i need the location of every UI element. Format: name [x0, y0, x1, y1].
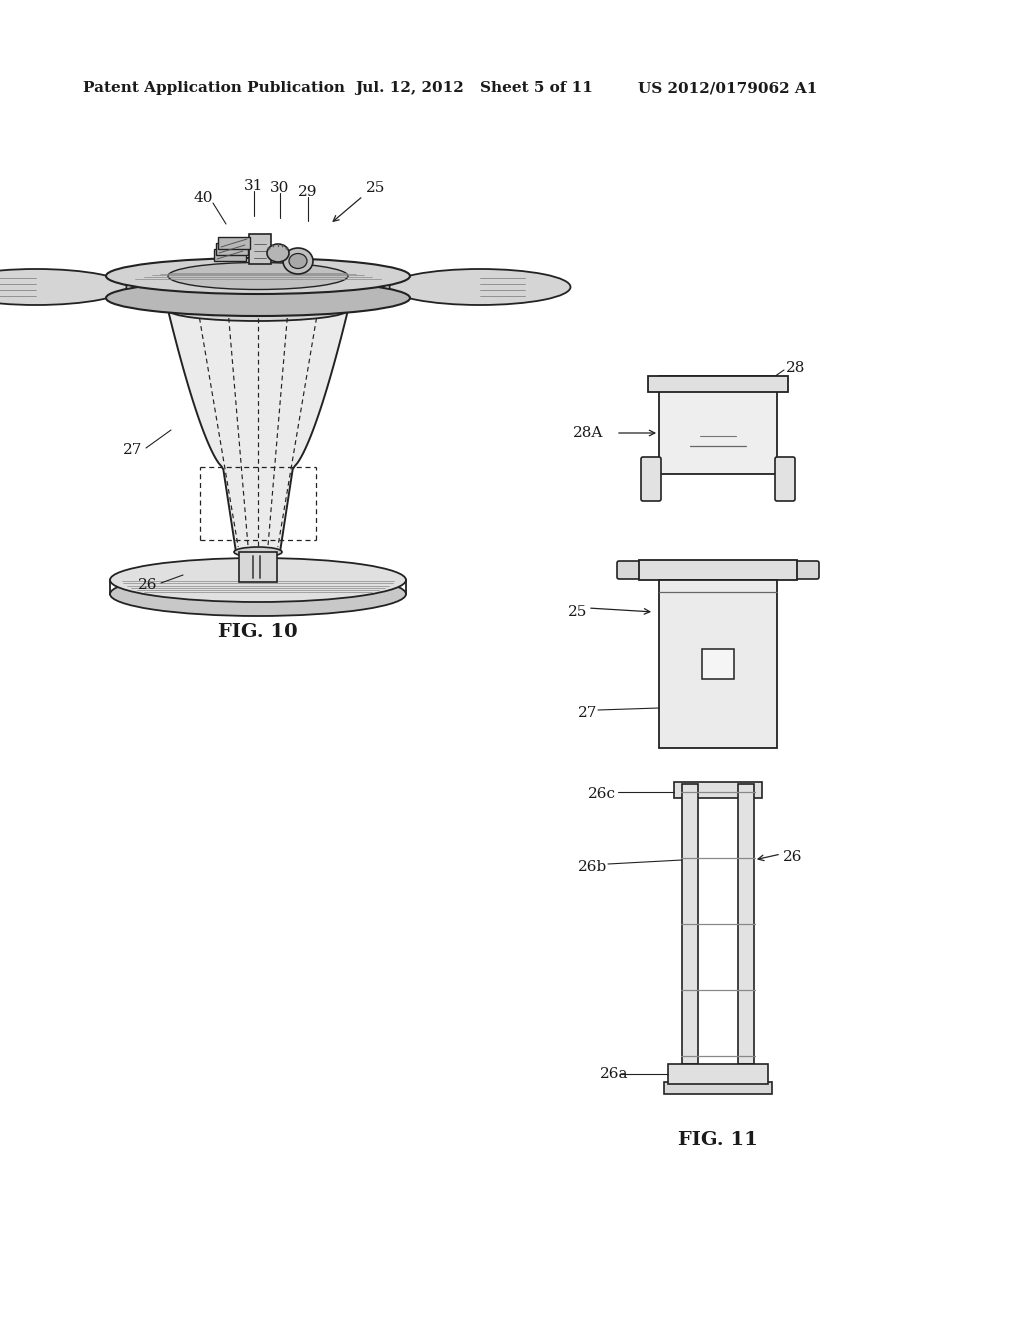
- Text: 26a: 26a: [600, 1067, 629, 1081]
- Text: 26: 26: [783, 850, 803, 865]
- Polygon shape: [168, 310, 348, 552]
- Ellipse shape: [106, 280, 410, 315]
- FancyBboxPatch shape: [639, 560, 797, 579]
- Ellipse shape: [389, 269, 570, 305]
- FancyBboxPatch shape: [674, 781, 762, 799]
- Text: 26: 26: [138, 578, 158, 591]
- Ellipse shape: [110, 572, 406, 616]
- Ellipse shape: [289, 253, 307, 268]
- Text: US 2012/0179062 A1: US 2012/0179062 A1: [638, 81, 817, 95]
- FancyBboxPatch shape: [659, 579, 777, 748]
- Text: 29: 29: [298, 185, 317, 199]
- FancyBboxPatch shape: [682, 784, 698, 1064]
- FancyBboxPatch shape: [239, 552, 278, 582]
- Text: 25: 25: [568, 605, 588, 619]
- FancyBboxPatch shape: [793, 561, 819, 579]
- Ellipse shape: [168, 300, 348, 321]
- Ellipse shape: [110, 558, 406, 602]
- Text: FIG. 11: FIG. 11: [678, 1131, 758, 1148]
- FancyBboxPatch shape: [659, 376, 777, 474]
- Text: 27: 27: [578, 706, 597, 719]
- FancyBboxPatch shape: [249, 234, 271, 264]
- Text: Jul. 12, 2012: Jul. 12, 2012: [355, 81, 464, 95]
- FancyBboxPatch shape: [648, 376, 788, 392]
- Text: 40: 40: [194, 191, 213, 205]
- Text: FIG. 10: FIG. 10: [218, 623, 298, 642]
- Ellipse shape: [283, 248, 313, 275]
- Ellipse shape: [106, 257, 410, 294]
- FancyBboxPatch shape: [775, 457, 795, 502]
- Ellipse shape: [234, 546, 282, 557]
- Text: 30: 30: [270, 181, 290, 195]
- FancyBboxPatch shape: [738, 784, 754, 1064]
- Text: 26b: 26b: [578, 861, 607, 874]
- Text: Sheet 5 of 11: Sheet 5 of 11: [480, 81, 593, 95]
- FancyBboxPatch shape: [214, 249, 246, 261]
- Ellipse shape: [0, 269, 127, 305]
- Text: 26c: 26c: [588, 787, 616, 801]
- Text: 28A: 28A: [573, 426, 603, 440]
- Ellipse shape: [168, 263, 348, 289]
- FancyBboxPatch shape: [218, 238, 250, 249]
- FancyBboxPatch shape: [216, 243, 248, 255]
- FancyBboxPatch shape: [668, 1064, 768, 1084]
- FancyBboxPatch shape: [664, 1082, 772, 1094]
- Text: 25: 25: [367, 181, 386, 195]
- Ellipse shape: [267, 244, 289, 261]
- FancyBboxPatch shape: [617, 561, 643, 579]
- FancyBboxPatch shape: [702, 649, 734, 678]
- Text: 28: 28: [786, 360, 805, 375]
- FancyBboxPatch shape: [641, 457, 662, 502]
- Text: Patent Application Publication: Patent Application Publication: [83, 81, 345, 95]
- Text: 27: 27: [123, 444, 142, 457]
- Text: 31: 31: [245, 180, 264, 193]
